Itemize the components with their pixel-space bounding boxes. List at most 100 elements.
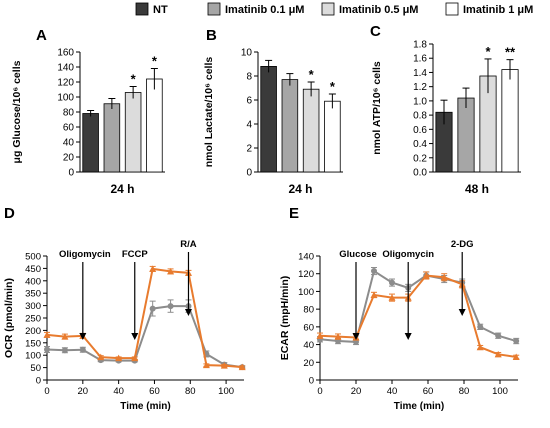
y-tick-label: 50 xyxy=(30,363,41,374)
y-tick-label: 350 xyxy=(25,289,41,300)
data-point xyxy=(513,338,520,345)
data-point xyxy=(167,303,174,310)
injection-arrowhead xyxy=(79,333,87,340)
y-tick-label: 20 xyxy=(303,358,314,369)
injection-arrowhead xyxy=(352,333,360,340)
series-line xyxy=(319,269,517,343)
data-point xyxy=(512,353,520,360)
data-point xyxy=(61,347,68,354)
x-tick-label: 20 xyxy=(351,386,362,397)
bar xyxy=(124,92,142,173)
injection-label: Oligomycin xyxy=(382,249,434,260)
x-axis-label: 24 h xyxy=(288,182,312,196)
y-tick-label: 0.2 xyxy=(413,153,427,164)
data-point xyxy=(220,362,228,369)
x-tick-label: 80 xyxy=(185,386,196,397)
legend-swatch xyxy=(207,2,221,16)
y-tick-label: 250 xyxy=(25,314,41,325)
x-tick-label: 0 xyxy=(44,386,49,397)
data-point xyxy=(389,279,395,286)
data-point xyxy=(149,305,156,312)
y-tick-label: 300 xyxy=(25,301,41,312)
panel-letter: E xyxy=(289,205,299,222)
y-axis-label: μg Glucose/10⁶ cells xyxy=(11,60,23,163)
y-tick-label: 500 xyxy=(25,252,41,263)
y-tick-label: 120 xyxy=(298,269,314,280)
data-point xyxy=(371,268,377,275)
data-point xyxy=(476,343,484,351)
legend-swatch xyxy=(445,2,459,16)
y-tick-label: 160 xyxy=(57,48,74,59)
legend: NT Imatinib 0.1 μM Imatinib 0.5 μM Imatinib… xyxy=(135,2,533,16)
data-point xyxy=(131,354,139,362)
injection-label: Oligomycin xyxy=(59,249,111,260)
y-tick-label: 40 xyxy=(63,138,75,149)
x-axis-label: Time (min) xyxy=(394,401,444,412)
panel-letter: D xyxy=(4,205,15,222)
data-point xyxy=(202,361,210,369)
y-tick-label: 40 xyxy=(303,340,314,351)
legend-label: Imatinib 0.5 μM xyxy=(339,4,418,16)
bar xyxy=(146,78,163,173)
y-tick-label: 1.6 xyxy=(413,54,427,65)
significance-marker: * xyxy=(131,72,137,87)
series-line xyxy=(319,274,517,358)
legend-label: NT xyxy=(153,4,168,16)
data-point xyxy=(334,333,342,340)
y-tick-label: 120 xyxy=(57,78,74,89)
y-tick-label: 400 xyxy=(25,276,41,287)
panel-letter: C xyxy=(370,23,381,40)
data-point xyxy=(44,346,50,353)
data-point xyxy=(238,363,246,371)
y-tick-label: 80 xyxy=(63,108,75,119)
injection-label: Glucose xyxy=(339,249,377,260)
x-tick-label: 100 xyxy=(218,386,234,397)
data-point xyxy=(79,346,86,353)
panel-letter: B xyxy=(206,27,217,44)
y-tick-label: 2 xyxy=(246,144,252,155)
y-tick-label: 0.8 xyxy=(413,111,427,122)
data-point xyxy=(61,333,69,340)
y-tick-label: 10 xyxy=(241,48,253,59)
data-point xyxy=(495,332,502,339)
x-tick-label: 40 xyxy=(113,386,124,397)
y-tick-label: 20 xyxy=(63,153,75,164)
significance-marker: ** xyxy=(505,45,516,60)
data-point xyxy=(422,271,430,279)
y-tick-label: 0.0 xyxy=(413,168,427,179)
legend-swatch xyxy=(321,2,335,16)
bar xyxy=(501,69,519,173)
panel-c: C0.00.20.40.60.81.01.21.41.61.8 * **48 hnm… xyxy=(370,23,521,196)
bar xyxy=(82,113,99,173)
legend-label: Imatinib 0.1 μM xyxy=(225,4,304,16)
y-tick-label: 450 xyxy=(25,264,41,275)
data-point xyxy=(388,294,396,301)
x-tick-label: 80 xyxy=(459,386,470,397)
y-tick-label: 100 xyxy=(298,287,314,298)
y-tick-label: 0 xyxy=(246,168,252,179)
data-point xyxy=(149,265,157,272)
x-axis-label: Time (min) xyxy=(120,401,170,412)
bar xyxy=(260,66,277,173)
y-tick-label: 0.4 xyxy=(413,139,427,150)
y-axis-label: nmol Lactate/10⁶ cells xyxy=(203,57,215,168)
x-tick-label: 60 xyxy=(149,386,160,397)
y-axis-label: ECAR (mpH/min) xyxy=(279,276,291,361)
injection-label: 2-DG xyxy=(451,239,474,250)
injection-arrowhead xyxy=(184,309,192,316)
panel-letter: A xyxy=(36,27,47,44)
data-point xyxy=(477,323,484,330)
x-axis-label: 48 h xyxy=(465,182,489,196)
x-tick-label: 40 xyxy=(387,386,398,397)
legend-swatch xyxy=(135,2,149,16)
series-line xyxy=(46,267,243,369)
panel-e: E 0 20 40 60 80 100 120 140 0 20 40 60 80 100 Glucose Ol… xyxy=(279,205,520,412)
significance-marker: * xyxy=(309,67,315,82)
y-tick-label: 200 xyxy=(25,326,41,337)
data-point xyxy=(316,332,324,339)
y-tick-label: 140 xyxy=(298,252,314,263)
y-axis-label: OCR (pmol/min) xyxy=(3,278,15,358)
y-tick-label: 1.8 xyxy=(413,40,427,51)
